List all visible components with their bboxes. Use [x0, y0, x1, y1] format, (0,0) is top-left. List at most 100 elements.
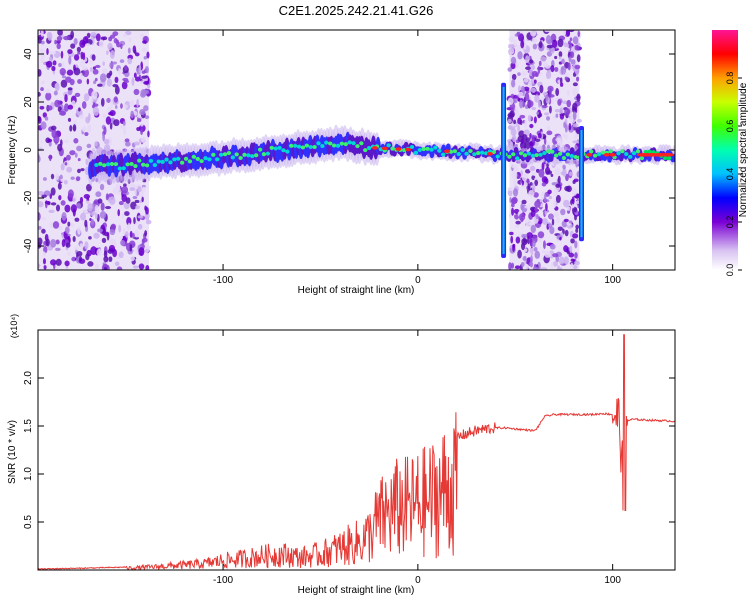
- noise-blob: [60, 163, 65, 171]
- noise-blob: [513, 39, 517, 47]
- noise-blob: [57, 30, 63, 36]
- noise-blob: [66, 251, 72, 257]
- noise-blob: [511, 196, 518, 204]
- noise-blob: [108, 256, 113, 262]
- ridge-cell: [600, 150, 606, 155]
- noise-blob: [570, 98, 574, 104]
- noise-blob: [137, 223, 143, 230]
- noise-blob: [144, 66, 149, 74]
- ridge-cell: [538, 152, 543, 157]
- noise-blob: [141, 238, 145, 245]
- noise-blob: [531, 70, 539, 77]
- ridge-cell: [464, 151, 469, 156]
- ridge-streak-core: [580, 130, 583, 238]
- noise-blob: [512, 243, 515, 252]
- noise-blob: [84, 219, 88, 228]
- noise-blob: [520, 70, 528, 76]
- noise-blob: [99, 210, 107, 219]
- noise-blob: [132, 195, 138, 200]
- noise-blob: [55, 204, 61, 212]
- noise-blob: [77, 168, 81, 174]
- noise-blob: [123, 126, 127, 136]
- ridge-cell: [413, 150, 419, 155]
- noise-blob: [69, 150, 76, 156]
- x-tick-label: -100: [213, 575, 233, 586]
- noise-blob: [95, 64, 101, 69]
- noise-blob: [103, 126, 107, 135]
- noise-blob: [141, 70, 146, 74]
- noise-blob: [92, 69, 99, 75]
- noise-blob: [524, 248, 528, 252]
- noise-blob: [531, 182, 536, 192]
- ridge-cell: [647, 149, 652, 154]
- noise-blob: [514, 167, 519, 172]
- noise-blob: [121, 194, 128, 203]
- noise-blob: [38, 116, 42, 124]
- noise-blob: [561, 58, 565, 65]
- noise-blob: [545, 116, 551, 121]
- ridge-cell: [460, 147, 465, 152]
- noise-blob: [563, 245, 569, 253]
- noise-blob: [138, 64, 142, 74]
- noise-blob: [519, 114, 526, 119]
- noise-blob: [120, 43, 123, 50]
- noise-blob: [90, 218, 94, 226]
- noise-blob: [55, 239, 60, 245]
- noise-blob: [113, 119, 120, 127]
- ridge-hotspot: [603, 153, 610, 157]
- noise-blob: [563, 218, 569, 223]
- noise-blob: [73, 38, 78, 46]
- noise-blob: [127, 222, 131, 230]
- noise-blob: [104, 205, 112, 210]
- noise-blob: [105, 116, 112, 125]
- noise-blob: [559, 113, 565, 120]
- noise-blob: [513, 94, 518, 100]
- noise-blob: [555, 88, 560, 97]
- noise-blob: [531, 38, 538, 44]
- noise-blob: [511, 202, 515, 208]
- spectrogram-plot: C2E1.2025.242.21.41.G26 -100 0 100 40 20 0 -20…: [7, 3, 676, 296]
- ridge-cell: [347, 140, 352, 145]
- noise-blob: [46, 48, 49, 55]
- ridge-cell: [339, 141, 345, 146]
- noise-blob: [56, 35, 63, 42]
- noise-blob: [141, 47, 147, 53]
- ridge-cell: [390, 146, 395, 151]
- noise-blob: [85, 43, 91, 47]
- noise-blob: [101, 67, 108, 76]
- noise-blob: [508, 262, 512, 270]
- ridge-hotspot: [405, 147, 412, 152]
- noise-blob: [144, 230, 148, 237]
- noise-blob: [571, 196, 575, 205]
- noise-blob: [524, 205, 530, 209]
- ridge-cell: [620, 149, 625, 154]
- noise-blob: [524, 263, 530, 270]
- noise-blob: [559, 236, 562, 241]
- noise-blob: [116, 266, 123, 270]
- noise-blob: [142, 186, 146, 193]
- noise-blob: [572, 82, 578, 87]
- chart-title: C2E1.2025.242.21.41.G26: [279, 3, 434, 18]
- noise-blob: [529, 181, 533, 186]
- ridge-cell: [211, 152, 216, 157]
- noise-blob: [568, 252, 575, 258]
- noise-blob: [127, 47, 131, 54]
- noise-blob: [70, 30, 75, 39]
- noise-blob: [540, 267, 548, 270]
- ridge-cell: [187, 159, 193, 164]
- noise-blob: [124, 64, 128, 71]
- noise-blob: [60, 178, 65, 183]
- ridge-cell: [522, 153, 528, 158]
- noise-blob: [534, 250, 541, 259]
- noise-blob: [557, 265, 561, 270]
- noise-blob: [129, 244, 133, 252]
- ridge-cell: [242, 152, 247, 157]
- noise-blob: [140, 136, 146, 143]
- noise-blob: [70, 43, 76, 49]
- snr-x-label: Height of straight line (km): [298, 585, 415, 596]
- noise-blob: [51, 65, 56, 72]
- noise-blob: [572, 259, 575, 263]
- noise-blob: [525, 169, 531, 174]
- noise-blob: [565, 133, 568, 141]
- noise-blob: [71, 256, 77, 262]
